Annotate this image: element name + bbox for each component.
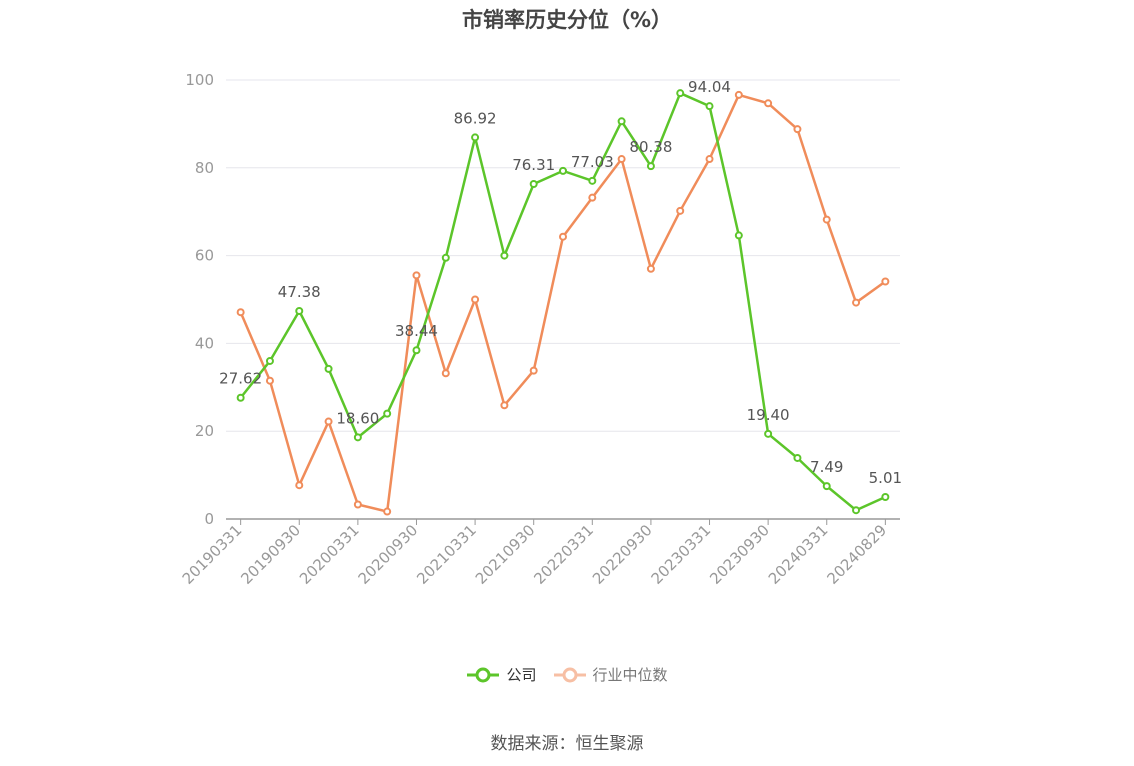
x-tick-label: 20200930	[355, 521, 422, 588]
data-label: 94.04	[688, 78, 731, 96]
data-point-industry[interactable]	[265, 376, 274, 385]
data-point-industry[interactable]	[412, 271, 421, 280]
data-labels: 27.62 47.38 18.60 38.44 86.92 76.31 77.03 80.38…	[219, 78, 902, 487]
y-tick-label: 100	[185, 71, 214, 89]
data-point-company[interactable]	[676, 89, 685, 98]
data-point-company[interactable]	[822, 482, 831, 491]
data-point-industry[interactable]	[500, 401, 509, 410]
data-point-company[interactable]	[617, 117, 626, 126]
data-point-industry[interactable]	[764, 99, 773, 108]
data-point-industry[interactable]	[617, 155, 626, 164]
data-point-industry[interactable]	[588, 193, 597, 202]
data-point-industry[interactable]	[646, 264, 655, 273]
data-point-company[interactable]	[295, 307, 304, 316]
data-point-company[interactable]	[852, 506, 861, 515]
series-lines	[239, 91, 887, 513]
data-point-company[interactable]	[559, 166, 567, 175]
data-label: 80.38	[629, 138, 672, 156]
data-point-industry[interactable]	[236, 308, 245, 317]
y-tick-label: 60	[195, 247, 214, 265]
data-point-company[interactable]	[265, 356, 274, 365]
data-point-company[interactable]	[734, 231, 743, 240]
y-tick-label: 20	[195, 422, 214, 440]
x-tick-label: 20200331	[296, 521, 363, 588]
series-line-industry	[239, 93, 887, 513]
data-point-industry[interactable]	[793, 125, 802, 134]
x-tick-label: 20220331	[530, 521, 597, 588]
x-tick-label: 20190930	[237, 521, 304, 588]
data-point-industry[interactable]	[383, 507, 392, 516]
data-point-company[interactable]	[881, 493, 890, 502]
data-point-company[interactable]	[471, 133, 480, 142]
y-axis-ticks: 0 20 40 60 80 100	[185, 71, 214, 528]
data-point-industry[interactable]	[822, 215, 831, 224]
data-point-company[interactable]	[324, 364, 333, 373]
data-point-industry[interactable]	[881, 277, 890, 286]
x-tick-label: 20230331	[648, 521, 715, 588]
data-label: 47.38	[278, 283, 321, 301]
y-tick-label: 40	[195, 334, 214, 352]
data-point-company[interactable]	[529, 179, 538, 188]
data-point-company[interactable]	[353, 433, 362, 442]
data-point-company[interactable]	[646, 162, 655, 171]
data-label: 38.44	[395, 322, 438, 340]
data-point-company[interactable]	[793, 453, 802, 462]
data-point-industry[interactable]	[734, 90, 743, 99]
data-point-industry[interactable]	[353, 500, 362, 509]
data-point-industry[interactable]	[295, 481, 304, 490]
series-points	[236, 89, 890, 516]
x-tick-label: 20210930	[472, 521, 539, 588]
data-point-company[interactable]	[705, 102, 714, 111]
legend-label-company: 公司	[506, 666, 537, 684]
x-axis: 2019033120190930202003312020093020210331…	[179, 518, 900, 588]
data-point-company[interactable]	[412, 346, 421, 355]
data-point-industry[interactable]	[676, 206, 685, 215]
data-label: 19.40	[747, 406, 790, 424]
data-point-industry[interactable]	[471, 295, 480, 304]
data-label: 18.60	[336, 409, 379, 427]
data-point-industry[interactable]	[441, 369, 450, 378]
legend-label-industry: 行业中位数	[592, 666, 668, 684]
data-point-industry[interactable]	[705, 155, 714, 164]
data-point-industry[interactable]	[324, 417, 333, 426]
x-tick-label: 20220930	[589, 521, 656, 588]
x-tick-label: 20230930	[706, 521, 773, 588]
data-label: 76.31	[512, 156, 555, 174]
x-tick-label: 20240331	[765, 521, 832, 588]
data-point-company[interactable]	[588, 176, 597, 185]
y-tick-label: 0	[204, 510, 214, 528]
y-tick-label: 80	[195, 159, 214, 177]
legend-marker-industry-icon	[553, 667, 586, 682]
legend-item-company[interactable]: 公司	[466, 664, 537, 685]
data-label: 27.62	[219, 370, 262, 388]
data-point-company[interactable]	[764, 429, 773, 438]
data-label: 77.03	[571, 153, 614, 171]
x-tick-label: 20210331	[413, 521, 480, 588]
data-point-company[interactable]	[441, 253, 450, 262]
data-label: 7.49	[810, 458, 843, 476]
data-label: 86.92	[454, 109, 497, 127]
chart-title: 市销率历史分位（%）	[461, 8, 673, 32]
data-source: 数据来源：恒生聚源	[490, 734, 644, 754]
data-point-industry[interactable]	[529, 366, 538, 375]
data-point-company[interactable]	[500, 251, 509, 260]
legend-item-industry[interactable]: 行业中位数	[553, 664, 668, 685]
legend: 公司 行业中位数	[0, 664, 1134, 685]
data-point-industry[interactable]	[559, 232, 567, 241]
legend-marker-company-icon	[467, 667, 500, 682]
data-point-company[interactable]	[236, 393, 245, 402]
data-point-industry[interactable]	[852, 298, 861, 307]
data-point-company[interactable]	[383, 409, 392, 418]
data-label: 5.01	[869, 469, 902, 487]
x-tick-label: 20190331	[179, 521, 246, 588]
x-tick-label: 20240829	[823, 521, 890, 588]
